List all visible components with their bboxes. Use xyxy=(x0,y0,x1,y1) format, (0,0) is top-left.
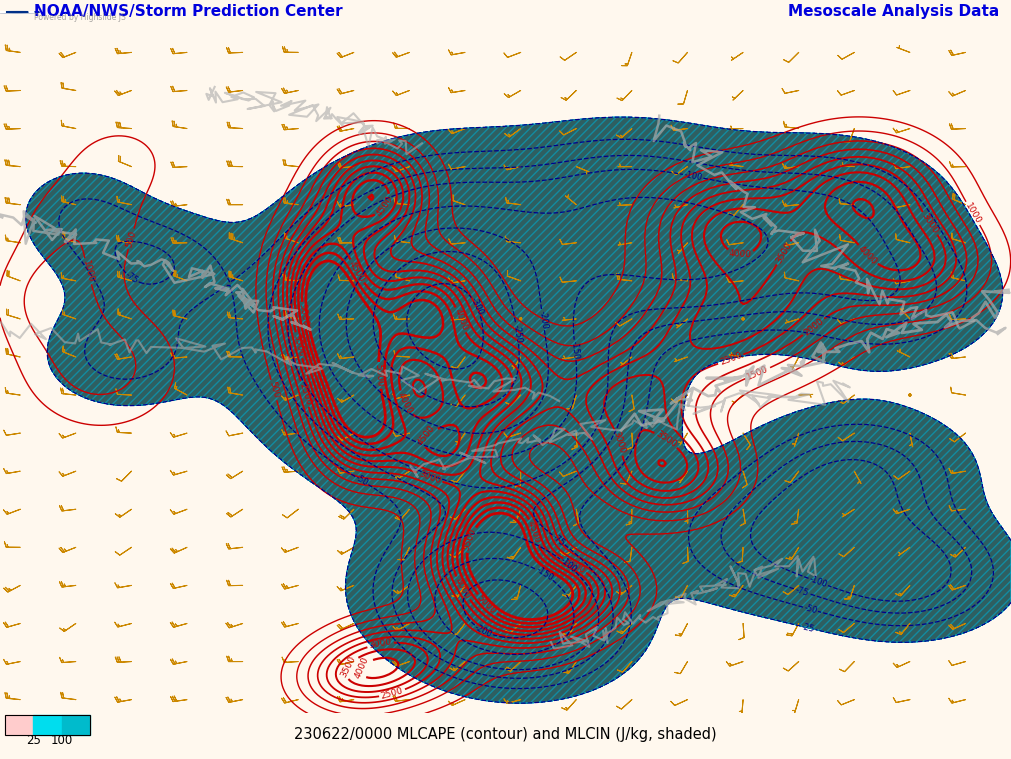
Text: 3500: 3500 xyxy=(654,430,678,450)
Text: 25: 25 xyxy=(26,734,40,747)
Text: -75: -75 xyxy=(794,585,809,597)
Circle shape xyxy=(0,11,34,13)
Text: 4000: 4000 xyxy=(452,307,469,332)
Text: 3500: 3500 xyxy=(291,333,306,357)
Text: 4500: 4500 xyxy=(416,424,437,447)
Text: -25: -25 xyxy=(801,622,816,634)
Text: 4000: 4000 xyxy=(453,576,472,600)
Text: -100: -100 xyxy=(808,575,829,590)
Text: -250: -250 xyxy=(512,324,523,344)
Bar xyxy=(62,715,90,735)
Text: 1000: 1000 xyxy=(963,201,983,225)
Text: 5500: 5500 xyxy=(374,364,384,387)
Text: -50: -50 xyxy=(803,603,818,616)
Text: 2000: 2000 xyxy=(802,317,825,338)
Text: 100: 100 xyxy=(51,734,73,747)
Text: 1500: 1500 xyxy=(745,364,770,382)
Text: -75: -75 xyxy=(550,532,567,547)
Text: -150: -150 xyxy=(534,565,555,583)
Text: NOAA/NWS/Storm Prediction Center: NOAA/NWS/Storm Prediction Center xyxy=(34,4,343,19)
Point xyxy=(0,707,8,720)
Text: -300: -300 xyxy=(469,296,485,317)
Text: 3500: 3500 xyxy=(563,556,587,575)
Text: -100: -100 xyxy=(683,170,704,182)
Circle shape xyxy=(0,11,39,13)
Text: -75: -75 xyxy=(123,270,141,285)
Text: -200: -200 xyxy=(473,622,494,639)
Text: 2500: 2500 xyxy=(297,382,312,406)
Text: Powered by Highslide JS: Powered by Highslide JS xyxy=(34,14,126,22)
Text: 500: 500 xyxy=(267,380,280,400)
Text: -100: -100 xyxy=(558,556,578,575)
Text: 5000: 5000 xyxy=(475,594,497,616)
Text: 4500: 4500 xyxy=(375,194,395,219)
Text: 3000: 3000 xyxy=(920,211,940,235)
Text: -200: -200 xyxy=(537,310,549,330)
Text: 3500: 3500 xyxy=(339,654,358,679)
Text: 3500: 3500 xyxy=(773,241,794,265)
Text: 4000: 4000 xyxy=(353,655,370,679)
Text: 2500: 2500 xyxy=(380,686,404,701)
Text: 3000: 3000 xyxy=(368,638,392,650)
Text: 2500: 2500 xyxy=(719,351,743,367)
Text: -50: -50 xyxy=(354,474,370,488)
Text: 5500: 5500 xyxy=(462,528,478,552)
Text: 4500: 4500 xyxy=(347,259,367,283)
Text: 3000: 3000 xyxy=(612,430,627,455)
Text: 1000: 1000 xyxy=(81,259,95,284)
Text: 4500: 4500 xyxy=(526,520,542,544)
Text: 4000: 4000 xyxy=(396,391,415,415)
Bar xyxy=(33,715,62,735)
Text: 3000: 3000 xyxy=(418,469,442,486)
Bar xyxy=(5,715,90,735)
Text: 4000: 4000 xyxy=(856,244,879,266)
Text: 230622/0000 MLCAPE (contour) and MLCIN (J/kg, shaded): 230622/0000 MLCAPE (contour) and MLCIN (… xyxy=(294,727,717,742)
Text: 500: 500 xyxy=(124,229,137,248)
Text: -150: -150 xyxy=(570,340,580,360)
Text: Mesoscale Analysis Data: Mesoscale Analysis Data xyxy=(788,4,999,19)
Bar xyxy=(5,715,33,735)
Text: 4000: 4000 xyxy=(729,250,752,260)
Text: 5000: 5000 xyxy=(297,304,309,327)
